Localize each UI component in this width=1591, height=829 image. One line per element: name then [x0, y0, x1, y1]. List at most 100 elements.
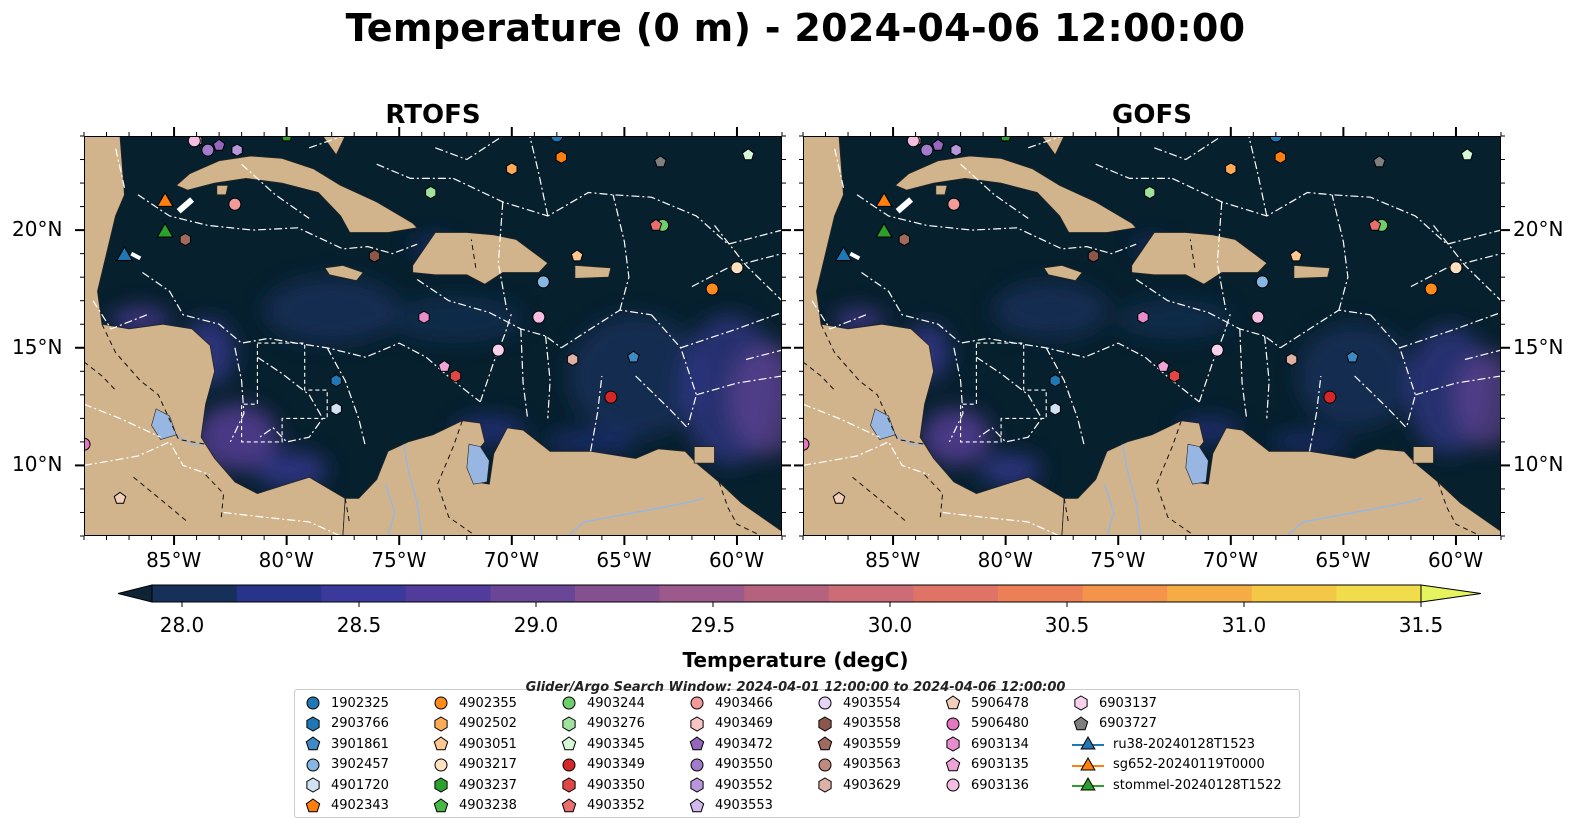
argo-float-marker	[532, 310, 546, 324]
legend-entry-label: 4902355	[459, 695, 517, 711]
legend-entry: 6903727	[1071, 714, 1157, 734]
figure-title: Temperature (0 m) - 2024-04-06 12:00:00	[345, 6, 1246, 50]
float-legend-icon	[561, 797, 577, 812]
legend-entry: 4903345	[559, 734, 645, 754]
eez-boundary	[529, 136, 549, 217]
legend-entry: 4903472	[687, 734, 773, 754]
argo-float-marker	[1157, 359, 1170, 372]
eez-boundary	[590, 375, 603, 452]
eez-boundary	[942, 511, 1060, 536]
lon-tick-label: 70°W	[483, 548, 540, 572]
argo-float-marker	[1460, 148, 1474, 161]
legend-entry: ru38-20240128T1523	[1071, 734, 1255, 754]
eez-boundary	[1354, 375, 1407, 429]
glider-track	[130, 251, 142, 261]
river	[1104, 483, 1115, 536]
legend-entry-label: 4901720	[331, 777, 389, 793]
eez-boundary	[856, 194, 1137, 255]
colorbar-tick-label: 28.0	[160, 613, 205, 637]
glider-legend-icon	[1072, 776, 1104, 791]
eez-boundary	[635, 375, 688, 429]
legend-title: Glider/Argo Search Window: 2024-04-01 12…	[525, 680, 1066, 695]
panel-title-rtofs: RTOFS	[385, 100, 481, 130]
land-mass	[935, 185, 948, 196]
legend-entry-label: 4903469	[715, 716, 773, 731]
river	[894, 434, 923, 445]
land-mass	[1131, 232, 1268, 285]
lake	[1185, 443, 1209, 485]
colorbar: 28.0 28.5 29.0 29.5 30.0 30.5 31.0 31.5	[117, 584, 1482, 637]
legend-entry-label: 4903238	[459, 798, 517, 813]
lon-tick-label: 65°W	[1315, 548, 1371, 572]
float-legend-icon	[562, 758, 576, 771]
argo-float-marker	[491, 343, 505, 357]
argo-float-marker	[418, 310, 430, 324]
argo-float-marker	[931, 138, 945, 151]
lake	[466, 443, 490, 485]
eez-boundary	[1309, 375, 1322, 452]
legend-entry: sg652-20240119T0000	[1071, 755, 1265, 775]
eez-boundary	[84, 403, 161, 438]
land-mass	[216, 185, 229, 196]
argo-float-marker	[741, 148, 755, 161]
eez-boundary	[1198, 312, 1232, 403]
legend-entry: 4903466	[687, 693, 773, 713]
glider-legend-icon	[1072, 756, 1104, 770]
colorbar-bin	[1251, 585, 1337, 602]
float-legend-icon	[306, 758, 320, 771]
legend-entry-label: 4903559	[843, 736, 901, 752]
lat-tick-label: 20°N	[12, 217, 63, 242]
argo-float-marker	[1210, 343, 1224, 357]
argo-float-marker	[920, 143, 934, 157]
eez-boundary	[714, 225, 782, 302]
eez-boundary	[811, 300, 867, 330]
eez-boundary	[1433, 225, 1501, 302]
lon-tick-label: 75°W	[1090, 548, 1146, 572]
eez-boundary	[976, 356, 1043, 443]
lake	[151, 408, 177, 440]
lon-tick-label: 65°W	[596, 548, 652, 572]
argo-float-marker	[604, 390, 618, 404]
argo-float-marker	[803, 437, 810, 451]
argo-float-marker	[201, 143, 215, 157]
eez-boundary	[680, 311, 782, 349]
legend-entry: 4903563	[815, 755, 901, 775]
argo-float-marker	[1269, 136, 1283, 143]
gofs-map[interactable]	[803, 136, 1501, 536]
argo-float-marker	[950, 143, 962, 157]
colorbar-bin	[659, 585, 745, 602]
country-border	[718, 481, 762, 536]
eez-boundary	[833, 147, 845, 188]
country-border	[344, 498, 351, 525]
legend-entry: 4903238	[431, 796, 517, 816]
colorbar-tick-label: 31.5	[1399, 613, 1444, 637]
float-legend-icon	[818, 696, 832, 710]
rtofs-map[interactable]	[84, 136, 782, 536]
legend-entry: 4903244	[559, 693, 645, 713]
lon-tick-label: 80°W	[258, 548, 314, 572]
land-mass	[693, 446, 715, 464]
glider-marker	[156, 191, 174, 207]
legend-entry: 4902502	[431, 714, 517, 734]
float-legend-icon	[690, 715, 704, 732]
float-legend-icon	[945, 695, 961, 710]
float-legend-icon	[434, 758, 448, 771]
legend-entry-label: 3901861	[331, 736, 389, 752]
eez-boundary	[1028, 136, 1063, 149]
argo-float-marker	[1368, 218, 1382, 231]
argo-float-marker	[1144, 185, 1156, 200]
land-mass	[412, 232, 549, 285]
legend-entry-label: 5906478	[971, 695, 1029, 711]
legend-entry-label: 4903352	[587, 798, 645, 813]
eez-boundary	[803, 441, 930, 476]
eez-boundary	[1331, 194, 1349, 311]
float-legend-icon	[306, 696, 320, 710]
float-legend-icon	[818, 715, 832, 732]
argo-float-marker	[1373, 155, 1386, 168]
protected-area-outline	[241, 342, 328, 443]
argo-float-marker	[330, 374, 342, 388]
legend-entry: 4903349	[559, 755, 645, 775]
colorbar-bin	[744, 585, 830, 602]
glider-marker	[115, 246, 134, 261]
legend-entry: 3901861	[303, 734, 389, 754]
